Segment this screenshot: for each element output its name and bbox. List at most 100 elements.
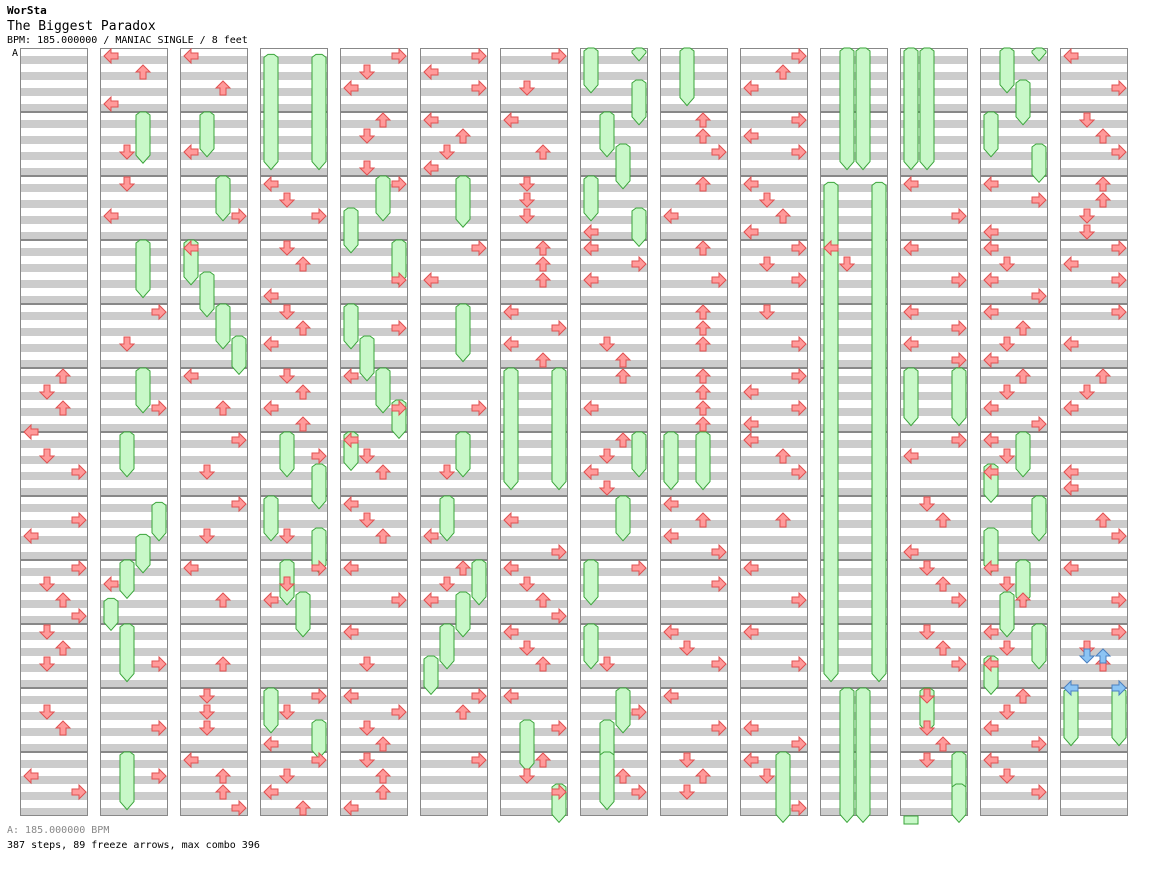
measure-135 [900, 240, 968, 304]
measure-47 [260, 752, 328, 816]
freeze-arrow-left [663, 431, 679, 491]
freeze-arrow-up [775, 751, 791, 824]
measure-162 [1060, 432, 1128, 496]
freeze-arrow-up [455, 431, 471, 478]
freeze-arrow-left [263, 687, 279, 734]
freeze-arrow-up [135, 111, 151, 164]
measure-60 [420, 48, 488, 112]
measure-56 [340, 560, 408, 624]
measure-159 [1060, 240, 1128, 304]
freeze-arrow-left [983, 111, 999, 158]
freeze-arrow-left [903, 47, 919, 171]
measure-0 [20, 48, 88, 112]
freeze-arrow-down [839, 47, 855, 171]
measure-30 [180, 432, 248, 496]
bpm-marker-label: A [12, 48, 19, 59]
freeze-arrow-down [999, 591, 1015, 638]
freeze-arrow-left [263, 53, 279, 171]
freeze-arrow-right [311, 53, 327, 171]
freeze-arrow-left [903, 815, 919, 825]
measure-33 [180, 624, 248, 688]
freeze-arrow-left [823, 181, 839, 683]
freeze-arrow-down [439, 495, 455, 542]
site-name: WorSta [7, 4, 47, 17]
measure-98 [660, 176, 728, 240]
measure-49 [340, 112, 408, 176]
measure-75 [500, 240, 568, 304]
freeze-arrow-down [119, 559, 135, 600]
measure-97 [660, 112, 728, 176]
freeze-arrow-up [615, 687, 631, 734]
freeze-arrow-up [375, 367, 391, 414]
measure-101 [660, 368, 728, 432]
freeze-arrow-left [503, 367, 519, 491]
freeze-arrow-right [471, 559, 487, 606]
freeze-arrow-right [631, 79, 647, 126]
measure-158 [1060, 176, 1128, 240]
measure-1 [20, 112, 88, 176]
measure-107 [660, 752, 728, 816]
freeze-arrow-right [1111, 687, 1127, 747]
measure-105 [660, 624, 728, 688]
freeze-arrow-down [679, 47, 695, 107]
measure-157 [1060, 112, 1128, 176]
freeze-arrow-right [1031, 47, 1047, 62]
freeze-arrow-down [439, 623, 455, 670]
freeze-arrow-left [423, 655, 439, 696]
measure-62 [420, 176, 488, 240]
freeze-arrow-right [951, 367, 967, 427]
freeze-arrow-right [871, 181, 887, 683]
measure-39 [260, 240, 328, 304]
freeze-arrow-up [1015, 79, 1031, 126]
freeze-arrow-left [583, 47, 599, 94]
freeze-arrow-up [615, 143, 631, 190]
freeze-arrow-up [695, 431, 711, 491]
freeze-arrow-down [599, 751, 615, 811]
measure-163 [1060, 496, 1128, 560]
song-title: The Biggest Paradox [7, 19, 156, 34]
measure-108 [740, 48, 808, 112]
freeze-arrow-right [551, 367, 567, 491]
measure-88 [580, 304, 648, 368]
freeze-arrow-left [583, 559, 599, 606]
freeze-arrow-left [583, 623, 599, 670]
freeze-arrow-right [311, 719, 327, 760]
freeze-arrow-up [615, 495, 631, 542]
freeze-arrow-down [359, 335, 375, 382]
freeze-arrow-up [375, 175, 391, 222]
footer-bpm: A: 185.000000 BPM [7, 825, 110, 836]
measure-4 [20, 304, 88, 368]
measure-38 [260, 176, 328, 240]
freeze-arrow-right [951, 783, 967, 824]
freeze-arrow-up [135, 533, 151, 574]
measure-26 [180, 176, 248, 240]
freeze-arrow-down [119, 431, 135, 478]
measure-147 [980, 240, 1048, 304]
measure-139 [900, 496, 968, 560]
measure-10 [20, 688, 88, 752]
measure-40 [260, 304, 328, 368]
freeze-arrow-up [295, 591, 311, 638]
measure-13 [100, 112, 168, 176]
freeze-arrow-down [599, 111, 615, 158]
freeze-arrow-up [215, 303, 231, 350]
freeze-arrow-right [631, 47, 647, 62]
measure-90 [580, 432, 648, 496]
measure-99 [660, 240, 728, 304]
measure-116 [740, 560, 808, 624]
measure-104 [660, 560, 728, 624]
freeze-arrow-right [311, 463, 327, 510]
measure-134 [900, 176, 968, 240]
freeze-arrow-left [343, 303, 359, 350]
measure-150 [980, 432, 1048, 496]
measure-41 [260, 368, 328, 432]
freeze-arrow-down [839, 687, 855, 824]
measure-91 [580, 496, 648, 560]
freeze-arrow-right [1031, 623, 1047, 670]
measure-66 [420, 432, 488, 496]
measure-57 [340, 624, 408, 688]
freeze-arrow-left [583, 175, 599, 222]
measure-15 [100, 240, 168, 304]
measure-64 [420, 304, 488, 368]
